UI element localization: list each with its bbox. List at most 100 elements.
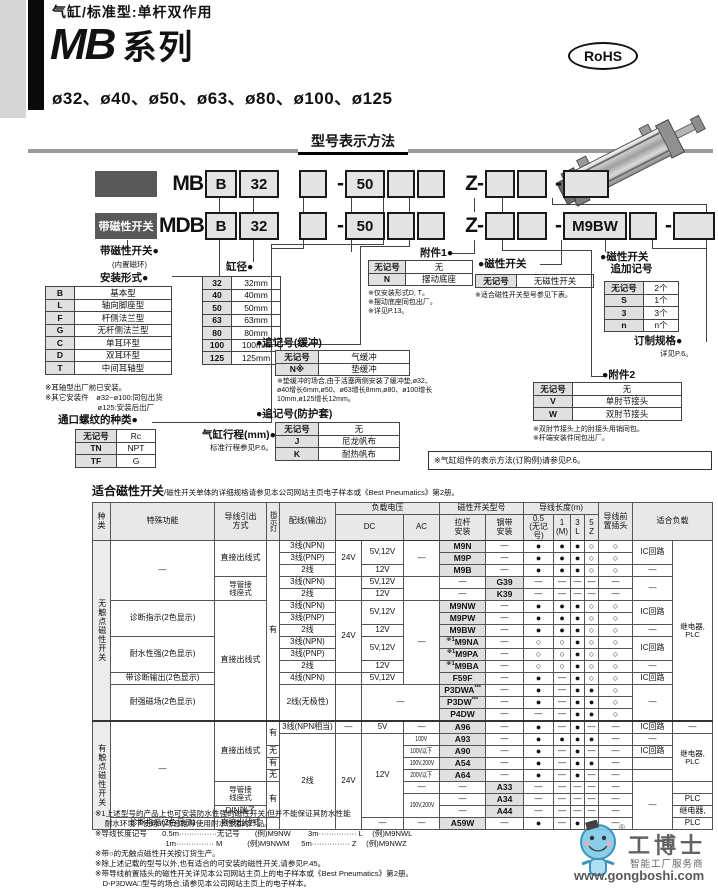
switch-table-cell: ● bbox=[523, 540, 555, 554]
switch-table-cell: ○ bbox=[584, 540, 600, 554]
switch-table-cell: 24V bbox=[335, 540, 362, 578]
switch-table-cell: ● bbox=[570, 817, 586, 831]
switch-table-cell: A96 bbox=[439, 720, 487, 735]
table-row: 3线(PNP) ※1M9PA — ○ ○ ● ○ ○ bbox=[93, 648, 713, 662]
switch-table-cell: — bbox=[553, 805, 572, 819]
switch-table-cell: — bbox=[402, 781, 441, 795]
switch-table-cell: IC回路 bbox=[632, 720, 674, 735]
switch-table-cell: — bbox=[584, 588, 600, 602]
page-edge bbox=[0, 0, 26, 118]
switch-table-cell: — bbox=[570, 588, 586, 602]
stroke-label: 气缸行程(mm)● bbox=[202, 429, 277, 441]
switch-table-cell: PLC bbox=[672, 793, 714, 807]
accessory2-notes: ※双肘节接头上的肘接头用销同包。 ※杆端安装件同包出厂。 bbox=[533, 426, 644, 443]
switch-table-cell: — bbox=[553, 672, 572, 686]
switch-table-cell: — bbox=[632, 684, 674, 722]
switch-table-cell: — bbox=[523, 708, 555, 722]
switch-table-cell: IC回路 bbox=[632, 672, 674, 686]
option-cell: 无磁性开关 bbox=[516, 274, 594, 288]
watermark-url: www.gongboshi.com bbox=[574, 868, 705, 883]
switch-table-header-cell: 0.5 (无记号) bbox=[523, 513, 555, 542]
switch-table-cell: — bbox=[553, 817, 572, 831]
option-row: 无记号无 bbox=[368, 260, 473, 274]
switch-table-header-cell: AC bbox=[402, 513, 441, 542]
switch-table-cell: 耐水性强(2色显示) bbox=[110, 636, 215, 674]
bore-table: 32 32mm 40 40mm 50 50mm 63 63mm 80 80mm 100 100mm 12… bbox=[202, 276, 281, 365]
switch-table-cell bbox=[335, 576, 362, 602]
switch-table-cell: ○ bbox=[584, 636, 600, 650]
option-cell: 无 bbox=[318, 422, 400, 436]
option-row: K 耐热帆布 bbox=[275, 447, 400, 461]
option-cell: 3个 bbox=[643, 306, 679, 320]
order-example-note: ※气缸组件的表示方法(订购例)请参见P.6。 bbox=[428, 451, 712, 470]
switch-table-cell: 100V以下 bbox=[402, 745, 441, 759]
switch-table-cell: ● bbox=[584, 708, 600, 722]
switch-table-cell: — bbox=[598, 757, 634, 771]
model-code-box bbox=[417, 212, 445, 240]
table-row: 100V,200V — A34— — — — — PLC bbox=[93, 793, 714, 819]
switch-qty-label: ●磁性开关 追加记号 bbox=[600, 251, 653, 276]
switch-table-cell: — bbox=[632, 576, 674, 602]
model-code-box bbox=[563, 170, 609, 198]
switch-table-cell: ○ bbox=[553, 648, 572, 662]
switch-table-cell: IC回路 bbox=[632, 600, 674, 626]
switch-table-cell: ● bbox=[523, 672, 555, 686]
switch-table-cell: — bbox=[485, 552, 525, 566]
option-row: 无记号 2个 bbox=[604, 281, 679, 295]
switch-table-cell: — bbox=[439, 805, 487, 819]
switch-table-cell: PLC bbox=[672, 817, 714, 831]
switch-table-cell: ○ bbox=[598, 684, 634, 698]
table-row: P3DW*** — ● — ● ● ○ bbox=[93, 696, 713, 710]
table-row: 3线(PNP) M9PW — ● ● ● ○ ○ bbox=[93, 612, 713, 626]
switch-table-cell: 直接出线式 bbox=[214, 540, 267, 578]
option-cell: TN bbox=[75, 441, 117, 455]
option-cell: 50 bbox=[202, 301, 232, 315]
switch-table-cell: ● bbox=[570, 612, 586, 626]
switch-table-cell: ○ bbox=[598, 636, 634, 650]
switch-table-cell: IC回路 bbox=[632, 636, 674, 662]
switch-table-cell: — bbox=[584, 576, 600, 590]
option-cell: N bbox=[368, 272, 406, 286]
switch-table-cell: 导管接 线座式 bbox=[214, 781, 267, 807]
switch-table-cell: ● bbox=[523, 624, 555, 638]
made-to-order-label: 订制规格● bbox=[634, 335, 683, 347]
switch-table-cell: ● bbox=[523, 769, 555, 783]
switch-table-cell: ○ bbox=[584, 648, 600, 662]
switch-table-cell: F59F bbox=[439, 672, 487, 686]
switch-table-cell: A64 bbox=[439, 769, 487, 783]
option-cell: 32mm bbox=[231, 276, 281, 290]
option-cell: 63mm bbox=[231, 313, 281, 327]
switch-table-cell: ○ bbox=[523, 636, 555, 650]
model-code-box bbox=[629, 212, 657, 240]
switch-table-header-cell: 磁性开关型号 bbox=[439, 502, 525, 515]
footnote-line: ※带○的无触点磁性开关按订货生产。 bbox=[95, 849, 220, 859]
option-cell: 无记号 bbox=[275, 350, 319, 364]
switch-table-cell: 3线(NPN) bbox=[279, 576, 336, 590]
switch-table-cell: ● bbox=[523, 552, 555, 566]
switch-table-cell: IC回路 bbox=[632, 540, 674, 566]
switch-table-cell: M9BW bbox=[439, 624, 487, 638]
model-code-box bbox=[517, 170, 547, 198]
mascot-robot-icon: ® bbox=[580, 819, 625, 876]
switch-table-cell: — bbox=[584, 745, 600, 759]
switch-table-cell bbox=[632, 769, 674, 783]
option-cell: D bbox=[45, 348, 75, 362]
switch-table-cell: — bbox=[485, 636, 525, 650]
switch-table-cell: — bbox=[553, 757, 572, 771]
model-code-text bbox=[281, 184, 297, 185]
option-cell: 无 bbox=[405, 260, 473, 274]
watermark-tagline: 智能工厂服务商 bbox=[630, 859, 704, 870]
switch-table-cell: — bbox=[523, 793, 555, 807]
switch-table-cell: ● bbox=[553, 733, 572, 747]
switch-table-cell: — bbox=[439, 576, 487, 590]
switch-table-cell: 直接出线式 bbox=[214, 817, 267, 831]
switch-table-cell: — bbox=[485, 648, 525, 662]
with-switch-sub: (内置磁环) bbox=[112, 260, 147, 269]
switch-table-cell: 带诊断输出(2色显示) bbox=[110, 672, 215, 686]
option-row: 32 32mm bbox=[202, 276, 281, 290]
switch-table-cell: 无 bbox=[266, 745, 280, 759]
bore-range: ø32、ø40、ø50、ø63、ø80、ø100、ø125 bbox=[52, 89, 393, 108]
switch-table-cell: — bbox=[553, 696, 572, 710]
option-cell: n bbox=[604, 318, 644, 332]
table-row: 耐水性强(2色显示) 3线(NPN) 5V,12V ※1M9NA — ○ ○ ● ○ ○ IC回路 bbox=[93, 636, 713, 674]
